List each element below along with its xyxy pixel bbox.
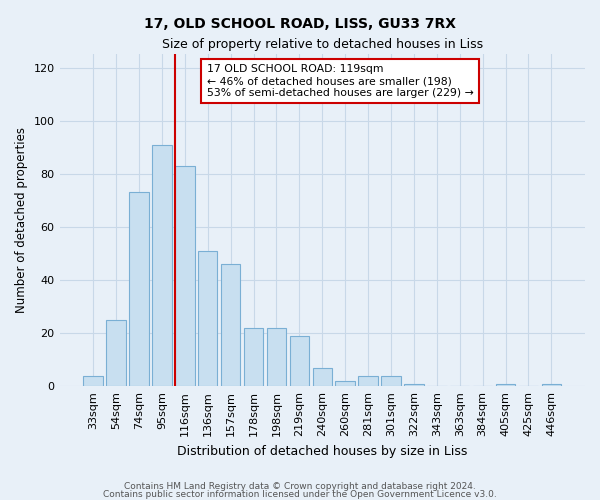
Text: 17 OLD SCHOOL ROAD: 119sqm
← 46% of detached houses are smaller (198)
53% of sem: 17 OLD SCHOOL ROAD: 119sqm ← 46% of deta… bbox=[206, 64, 473, 98]
Text: 17, OLD SCHOOL ROAD, LISS, GU33 7RX: 17, OLD SCHOOL ROAD, LISS, GU33 7RX bbox=[144, 18, 456, 32]
Bar bbox=[496, 384, 515, 386]
Bar bbox=[83, 376, 103, 386]
Bar bbox=[542, 384, 561, 386]
Bar bbox=[313, 368, 332, 386]
Text: Contains HM Land Registry data © Crown copyright and database right 2024.: Contains HM Land Registry data © Crown c… bbox=[124, 482, 476, 491]
Bar bbox=[335, 381, 355, 386]
Bar bbox=[267, 328, 286, 386]
Bar bbox=[175, 166, 194, 386]
Bar bbox=[106, 320, 126, 386]
Bar bbox=[404, 384, 424, 386]
X-axis label: Distribution of detached houses by size in Liss: Distribution of detached houses by size … bbox=[177, 444, 467, 458]
Title: Size of property relative to detached houses in Liss: Size of property relative to detached ho… bbox=[162, 38, 483, 51]
Bar bbox=[358, 376, 378, 386]
Bar bbox=[244, 328, 263, 386]
Bar bbox=[152, 144, 172, 386]
Bar bbox=[129, 192, 149, 386]
Bar bbox=[221, 264, 241, 386]
Bar bbox=[198, 251, 217, 386]
Y-axis label: Number of detached properties: Number of detached properties bbox=[15, 128, 28, 314]
Text: Contains public sector information licensed under the Open Government Licence v3: Contains public sector information licen… bbox=[103, 490, 497, 499]
Bar bbox=[290, 336, 309, 386]
Bar bbox=[381, 376, 401, 386]
